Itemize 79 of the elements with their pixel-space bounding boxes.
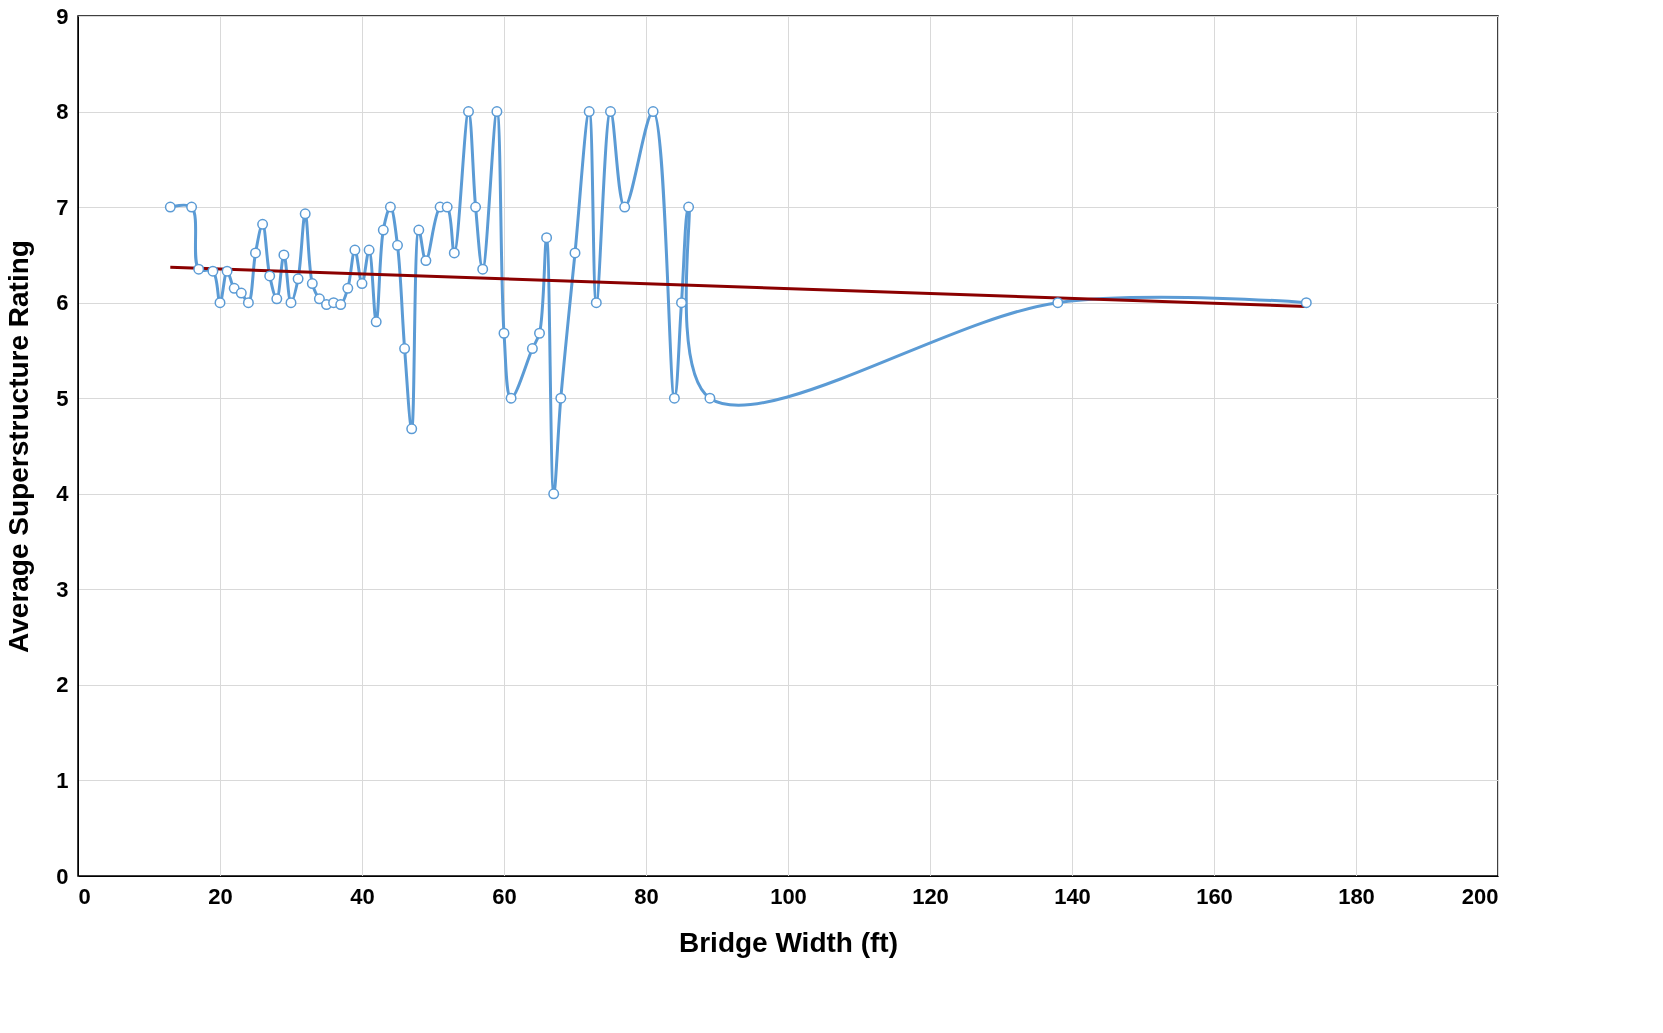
point — [306, 278, 318, 290]
point — [555, 392, 567, 404]
x-tick-label: 0 — [78, 883, 91, 909]
point — [257, 218, 269, 230]
point — [704, 392, 716, 404]
x-tick-label: 140 — [1054, 883, 1091, 909]
point — [285, 297, 297, 309]
point — [292, 273, 304, 285]
point — [214, 297, 226, 309]
point — [505, 392, 517, 404]
point — [313, 293, 325, 305]
point — [349, 244, 361, 256]
x-axis-title: Bridge Width (ft) — [678, 926, 899, 958]
point — [477, 263, 489, 275]
point — [1052, 297, 1064, 309]
x-tick-label: 120 — [912, 883, 949, 909]
x-tick-label: 160 — [1196, 883, 1233, 909]
point — [448, 247, 460, 259]
point — [420, 255, 432, 267]
point — [534, 327, 545, 339]
point — [221, 265, 233, 277]
point — [384, 201, 396, 213]
x-tick-label: 200 — [1461, 883, 1499, 909]
point — [406, 423, 418, 435]
point — [242, 297, 254, 309]
x-tick-label: 180 — [1338, 883, 1375, 909]
point — [363, 244, 375, 256]
y-tick-label: 8 — [56, 99, 69, 125]
point — [647, 106, 659, 118]
x-tick-label: 80 — [634, 883, 659, 909]
point — [1300, 297, 1312, 309]
point — [377, 224, 389, 236]
y-tick-label: 0 — [56, 863, 69, 889]
point — [541, 232, 553, 244]
point — [683, 201, 695, 213]
point — [441, 201, 453, 213]
y-tick-label: 4 — [56, 481, 70, 507]
point — [491, 106, 503, 118]
point — [299, 208, 311, 220]
point — [590, 297, 602, 309]
x-tick-label: 20 — [208, 883, 233, 909]
point — [278, 249, 290, 261]
point — [498, 327, 510, 339]
point — [399, 343, 411, 355]
x-tick-label: 100 — [770, 883, 807, 909]
point — [193, 263, 205, 275]
point — [271, 293, 283, 305]
point — [164, 201, 176, 213]
point — [235, 287, 247, 299]
point — [526, 343, 538, 355]
point — [470, 201, 482, 213]
point — [335, 299, 347, 311]
point — [250, 247, 261, 259]
x-tick-label: 60 — [492, 883, 517, 909]
y-tick-label: 3 — [56, 576, 69, 602]
y-tick-label: 2 — [56, 672, 69, 698]
point — [676, 297, 687, 309]
point — [186, 201, 198, 213]
point — [463, 106, 474, 118]
point — [583, 106, 595, 118]
point — [668, 392, 680, 404]
point — [619, 201, 631, 213]
x-tick-label: 40 — [350, 883, 375, 909]
point — [356, 278, 368, 290]
y-tick-label: 5 — [56, 385, 69, 411]
y-tick-label: 1 — [56, 767, 69, 793]
point — [392, 239, 403, 251]
y-axis-title: Average Superstructure Rating — [3, 240, 35, 653]
y-tick-label: 6 — [56, 290, 69, 316]
y-tick-label: 9 — [56, 3, 69, 29]
point — [342, 282, 354, 294]
point — [605, 106, 616, 118]
point — [569, 247, 581, 259]
point — [264, 270, 276, 282]
point — [207, 265, 219, 277]
point — [370, 316, 382, 328]
point — [413, 224, 425, 236]
y-tick-label: 7 — [56, 194, 69, 220]
point — [548, 488, 560, 500]
